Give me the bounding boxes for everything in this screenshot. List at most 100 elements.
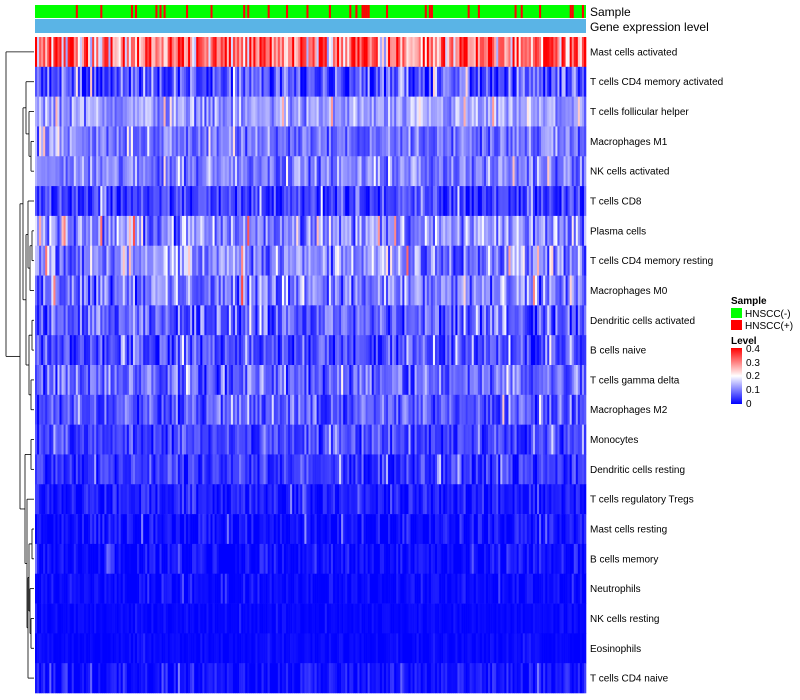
heatmap-cell — [494, 96, 497, 127]
heatmap-cell — [288, 275, 291, 306]
heatmap-cell — [196, 275, 199, 306]
heatmap-cell — [96, 126, 99, 157]
heatmap-cell — [108, 126, 111, 157]
sample-positive-mark — [186, 5, 189, 18]
heatmap-cell — [324, 365, 328, 396]
heatmap-cell — [539, 66, 542, 97]
heatmap-cell — [451, 275, 454, 306]
heatmap-cell — [228, 335, 232, 366]
heatmap-cell — [443, 66, 446, 97]
heatmap-cell — [104, 335, 107, 366]
heatmap-cell — [228, 394, 232, 425]
heatmap-cell — [504, 37, 507, 68]
heatmap-cell — [432, 424, 436, 455]
heatmap-cell — [251, 96, 254, 127]
heatmap-cell — [37, 245, 40, 276]
heatmap-cell — [583, 484, 587, 515]
heatmap-cell — [124, 394, 128, 425]
heatmap-cell — [88, 245, 91, 276]
heatmap-cell — [465, 275, 468, 306]
heatmap-cell — [110, 275, 113, 306]
heatmap-cell — [353, 126, 356, 157]
heatmap-cell — [212, 305, 215, 336]
heatmap-cell — [451, 543, 454, 575]
heatmap-cell — [143, 543, 146, 575]
heatmap-cell — [247, 514, 250, 545]
heatmap-cell — [543, 454, 546, 485]
heatmap-cell — [488, 37, 491, 68]
heatmap-cell — [290, 215, 293, 247]
heatmap-cell — [483, 126, 487, 157]
heatmap-cell — [424, 245, 428, 276]
heatmap-cell — [218, 156, 222, 187]
heatmap-cell — [398, 394, 401, 425]
heatmap-cell — [328, 454, 332, 485]
heatmap-cell — [126, 394, 130, 425]
heatmap-cell — [567, 305, 570, 336]
heatmap-cell — [59, 365, 62, 396]
heatmap-cell — [288, 454, 291, 485]
heatmap-cell — [222, 454, 226, 485]
heatmap-cell — [577, 96, 581, 127]
heatmap-cell — [155, 37, 158, 68]
heatmap-cell — [339, 484, 342, 515]
heatmap-cell — [559, 394, 562, 425]
heatmap-cell — [547, 186, 550, 217]
heatmap-cell — [341, 424, 344, 455]
heatmap-cell — [522, 37, 526, 68]
heatmap-cell — [383, 335, 387, 366]
heatmap-cell — [483, 245, 487, 276]
heatmap-cell — [369, 454, 373, 485]
heatmap-cell — [165, 186, 168, 217]
heatmap-cell — [386, 156, 389, 187]
heatmap-cell — [457, 96, 460, 127]
heatmap-cell — [334, 335, 338, 366]
heatmap-cell — [135, 156, 138, 187]
heatmap-cell — [459, 275, 462, 306]
heatmap-cell — [457, 66, 460, 97]
heatmap-cell — [483, 275, 487, 306]
heatmap-cell — [451, 156, 454, 187]
heatmap-cell — [330, 365, 334, 396]
heatmap-cell — [510, 66, 513, 97]
heatmap-cell — [286, 484, 289, 515]
heatmap-cell — [222, 66, 226, 97]
heatmap-cell — [255, 215, 258, 247]
heatmap-cell — [494, 245, 497, 276]
heatmap-cell — [55, 454, 58, 485]
heatmap-cell — [288, 543, 291, 575]
heatmap-cell — [416, 186, 419, 217]
heatmap-cell — [437, 156, 440, 187]
heatmap-cell — [83, 484, 87, 515]
heatmap-cell — [265, 365, 268, 396]
heatmap-cell — [353, 215, 356, 247]
heatmap-cell — [45, 484, 48, 515]
heatmap-cell — [153, 543, 156, 575]
heatmap-cell — [439, 66, 442, 97]
heatmap-cell — [459, 156, 462, 187]
heatmap-row — [35, 37, 587, 68]
heatmap-cell — [547, 66, 550, 97]
heatmap-cell — [404, 394, 407, 425]
heatmap-cell — [86, 156, 89, 187]
heatmap-cell — [510, 156, 513, 187]
heatmap-cell — [577, 215, 581, 247]
heatmap-cell — [367, 245, 370, 276]
heatmap-cell — [208, 37, 211, 68]
heatmap-cell — [143, 305, 146, 336]
heatmap-cell — [481, 305, 485, 336]
heatmap-cell — [518, 514, 521, 545]
heatmap-cell — [308, 156, 311, 187]
heatmap-cell — [216, 37, 219, 68]
heatmap-cell — [265, 215, 268, 247]
heatmap-cell — [512, 186, 515, 217]
heatmap-cell — [104, 245, 107, 276]
heatmap-cell — [545, 424, 548, 455]
heatmap-cell — [569, 514, 573, 545]
heatmap-cell — [359, 245, 362, 276]
heatmap-cell — [461, 245, 464, 276]
heatmap-cell — [230, 186, 234, 217]
heatmap-cell — [492, 245, 495, 276]
heatmap-cell — [516, 66, 519, 97]
heatmap-cell — [57, 275, 60, 306]
